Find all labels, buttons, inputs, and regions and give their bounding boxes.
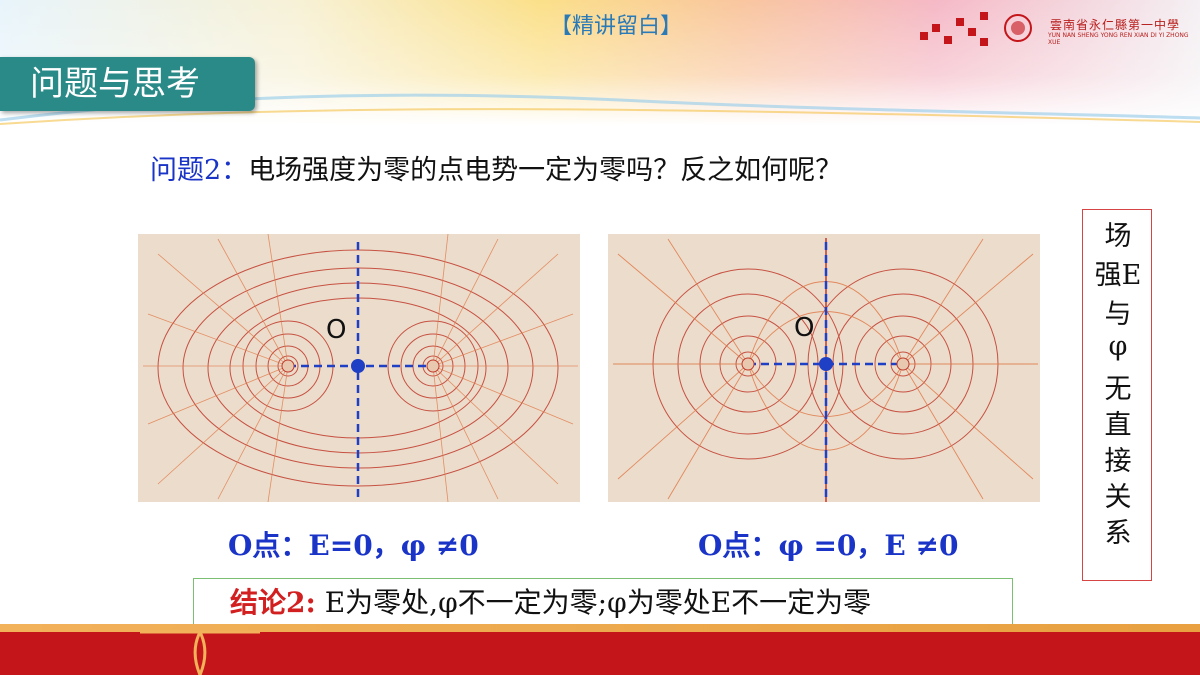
side-note-box: 场 强E 与 φ 无 直 接 关 系 [1082,209,1152,581]
page-tag: 【精讲留白】 [550,14,683,39]
point-o-label: O [794,313,814,343]
caption-figure-2: O点：φ =0，E ≠0 [698,529,959,562]
conclusion-box: 结论2: E为零处,φ不一定为零;φ为零处E不一定为零 [193,578,1013,628]
school-logo [920,12,1032,46]
question-label: 问题2： [150,155,249,186]
point-o [819,357,833,371]
side-char: 接 [1104,446,1132,477]
side-char: 场 [1104,221,1132,252]
footer-stripe [0,624,1200,632]
field-diagram-opposite-charges: O [608,234,1040,502]
side-char: φ [1108,331,1128,362]
side-char: 系 [1104,518,1132,549]
footer-ornament [140,630,260,675]
conclusion-text: E为零处,φ不一定为零;φ为零处E不一定为零 [324,586,872,619]
point-o-label: O [326,315,346,345]
question-line: 问题2：电场强度为零的点电势一定为零吗？反之如何呢？ [150,148,842,187]
footer-bar [0,632,1200,675]
side-char: 强E [1094,260,1142,291]
section-title: 问题与思考 [0,57,255,111]
side-char: 关 [1104,482,1132,513]
school-name-pinyin: YUN NAN SHENG YONG REN XIAN DI YI ZHONG … [1048,32,1189,46]
field-diagram-like-charges: O [138,233,580,503]
question-text: 电场强度为零的点电势一定为零吗？反之如何呢？ [248,155,843,186]
point-o [351,359,365,373]
conclusion-label: 结论2: [230,586,316,619]
side-char: 与 [1104,299,1132,330]
school-name: 雲南省永仁縣第一中學 [1050,18,1181,32]
side-char: 无 [1104,374,1132,405]
caption-figure-1: O点：E=0，φ ≠0 [228,529,479,562]
side-char: 直 [1104,410,1132,441]
